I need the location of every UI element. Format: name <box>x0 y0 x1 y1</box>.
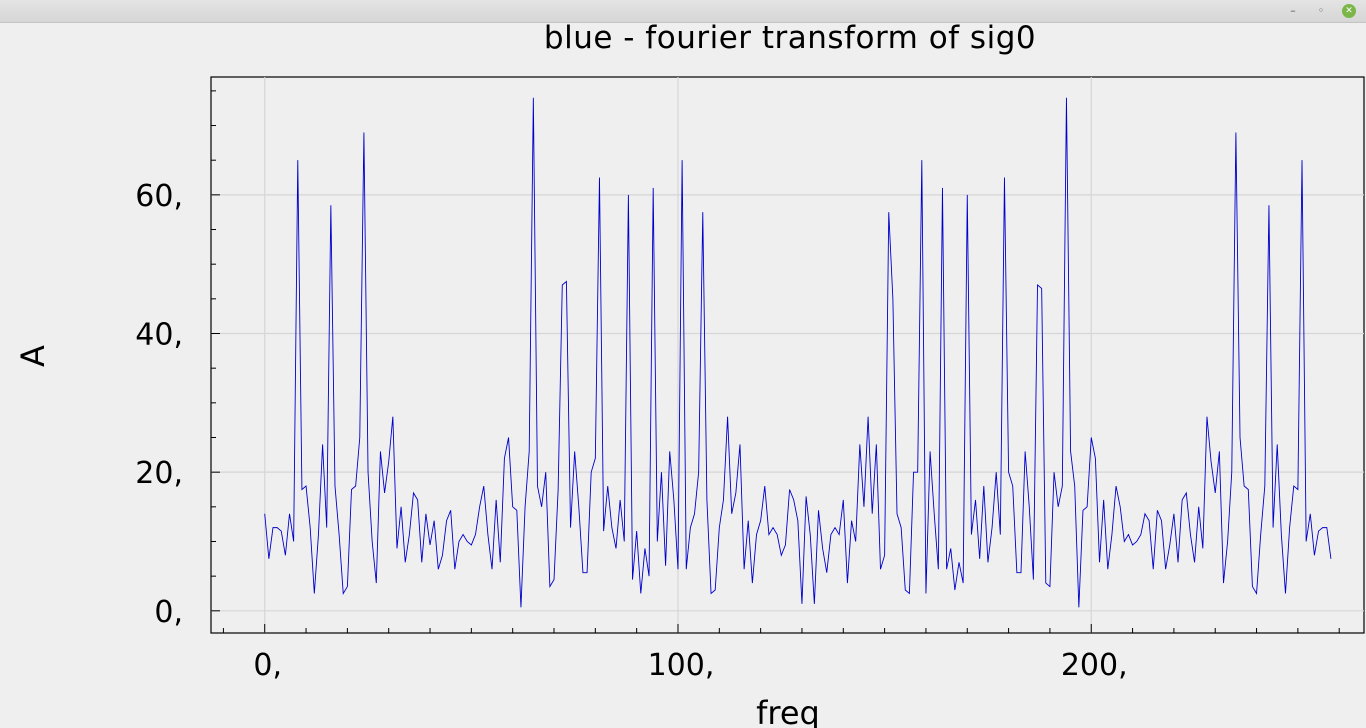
tick-labels: 0, 100, 200, 0, 20, 40, 60, <box>135 179 1127 683</box>
x-tick-label: 200, <box>1061 648 1128 683</box>
x-axis-title: freq <box>756 694 820 728</box>
x-tick-label: 0, <box>253 648 282 683</box>
y-axis-title: A <box>14 345 52 367</box>
x-tick-label: 100, <box>648 648 715 683</box>
minimize-icon[interactable]: – <box>1290 4 1296 17</box>
y-tick-label: 0, <box>154 595 183 630</box>
chart-title: blue - fourier transform of sig0 <box>543 20 1037 56</box>
plot-frame <box>210 76 1365 634</box>
y-tick-label: 20, <box>135 456 183 491</box>
series-line-sig0-spectrum <box>264 97 1332 608</box>
axis-ticks <box>211 90 1340 633</box>
y-tick-label: 60, <box>135 179 183 214</box>
grid-lines <box>211 77 1364 633</box>
y-tick-label: 40, <box>135 318 183 353</box>
close-icon[interactable]: ✕ <box>1342 4 1356 18</box>
maximize-icon[interactable]: ◦ <box>1317 4 1325 17</box>
window-titlebar: – ◦ ✕ <box>0 0 1366 23</box>
